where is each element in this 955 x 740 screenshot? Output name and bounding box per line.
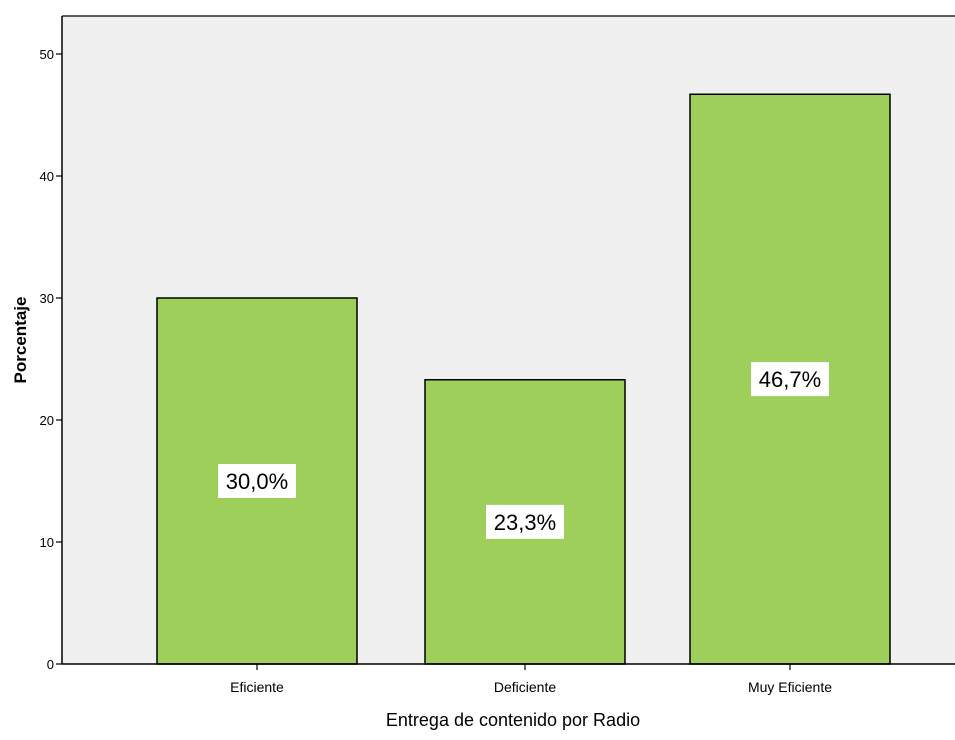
y-tick-label: 40 xyxy=(40,169,54,184)
data-label: 23,3% xyxy=(494,510,556,535)
x-tick-label: Eficiente xyxy=(230,679,284,695)
y-tick-label: 10 xyxy=(40,535,54,550)
data-label: 46,7% xyxy=(759,367,821,392)
x-tick-label: Muy Eficiente xyxy=(748,679,832,695)
data-labels-layer: 30,0% 23,3% 46,7% xyxy=(218,362,829,539)
y-tick-label: 20 xyxy=(40,413,54,428)
y-tick-label: 30 xyxy=(40,291,54,306)
y-tick-label: 50 xyxy=(40,47,54,62)
data-label-box xyxy=(486,504,564,539)
data-label-box xyxy=(218,464,296,498)
data-label: 30,0% xyxy=(226,469,288,494)
x-axis-title: Entrega de contenido por Radio xyxy=(386,710,640,730)
data-label-box xyxy=(751,362,829,397)
y-tick-label: 0 xyxy=(47,657,54,672)
y-axis-title: Porcentaje xyxy=(11,297,30,384)
x-tick-label: Deficiente xyxy=(494,679,556,695)
axes-layer: 0 10 20 30 40 50 Eficiente Deficiente Muy Eficie… xyxy=(40,15,955,695)
